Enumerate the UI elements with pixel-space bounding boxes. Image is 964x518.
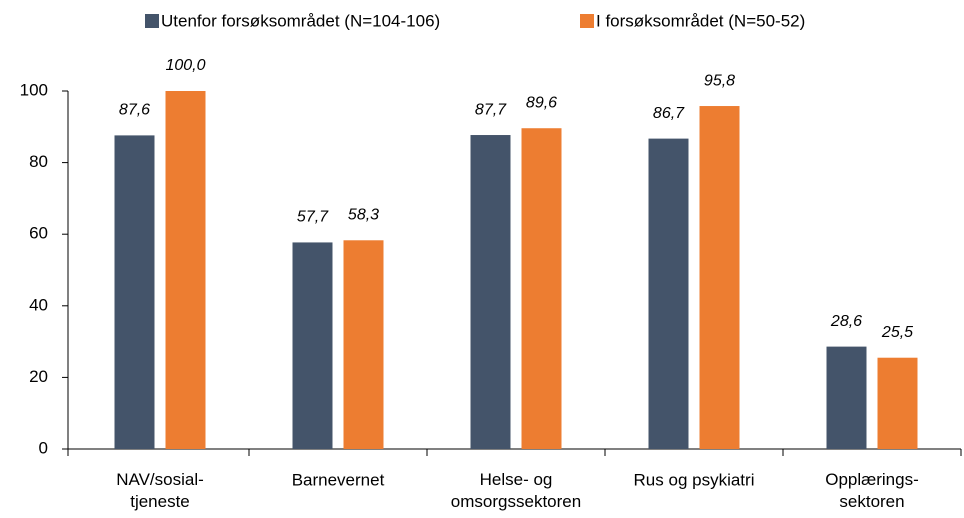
bar xyxy=(343,240,384,449)
value-label: 86,7 xyxy=(653,105,685,122)
bar xyxy=(114,135,155,449)
y-tick-label: 60 xyxy=(29,224,48,243)
bar xyxy=(165,91,206,449)
bar xyxy=(470,135,511,449)
y-tick-label: 80 xyxy=(29,152,48,171)
value-label: 100,0 xyxy=(165,57,205,74)
y-tick-label: 0 xyxy=(39,438,48,457)
value-label: 87,6 xyxy=(119,102,150,119)
legend-swatch xyxy=(145,14,159,28)
value-label: 28,6 xyxy=(830,313,862,330)
value-label: 57,7 xyxy=(297,209,329,226)
bar xyxy=(648,138,689,449)
y-tick-label: 20 xyxy=(29,367,48,386)
x-tick-label: NAV/sosial-tjeneste xyxy=(116,470,204,511)
value-label: 87,7 xyxy=(475,101,507,118)
y-tick-label: 100 xyxy=(20,80,48,99)
x-tick-label: Opplærings-sektoren xyxy=(825,470,919,511)
legend-label: Utenfor forsøksområdet (N=104-106) xyxy=(161,11,440,30)
value-label: 89,6 xyxy=(526,94,557,111)
bar xyxy=(826,346,867,449)
x-tick-label: Rus og psykiatri xyxy=(634,470,755,489)
y-tick-label: 40 xyxy=(29,295,48,314)
x-tick-label: Helse- og omsorgssektoren xyxy=(451,470,581,511)
bar xyxy=(877,357,918,449)
bar xyxy=(521,128,562,449)
legend-swatch xyxy=(580,14,594,28)
bar xyxy=(292,242,333,449)
bar xyxy=(699,106,740,449)
x-tick-label: Barnevernet xyxy=(292,470,385,489)
legend-label: I forsøksområdet (N=50-52) xyxy=(596,11,805,30)
value-label: 25,5 xyxy=(881,324,913,341)
value-label: 95,8 xyxy=(704,72,735,89)
value-label: 58,3 xyxy=(348,207,379,224)
